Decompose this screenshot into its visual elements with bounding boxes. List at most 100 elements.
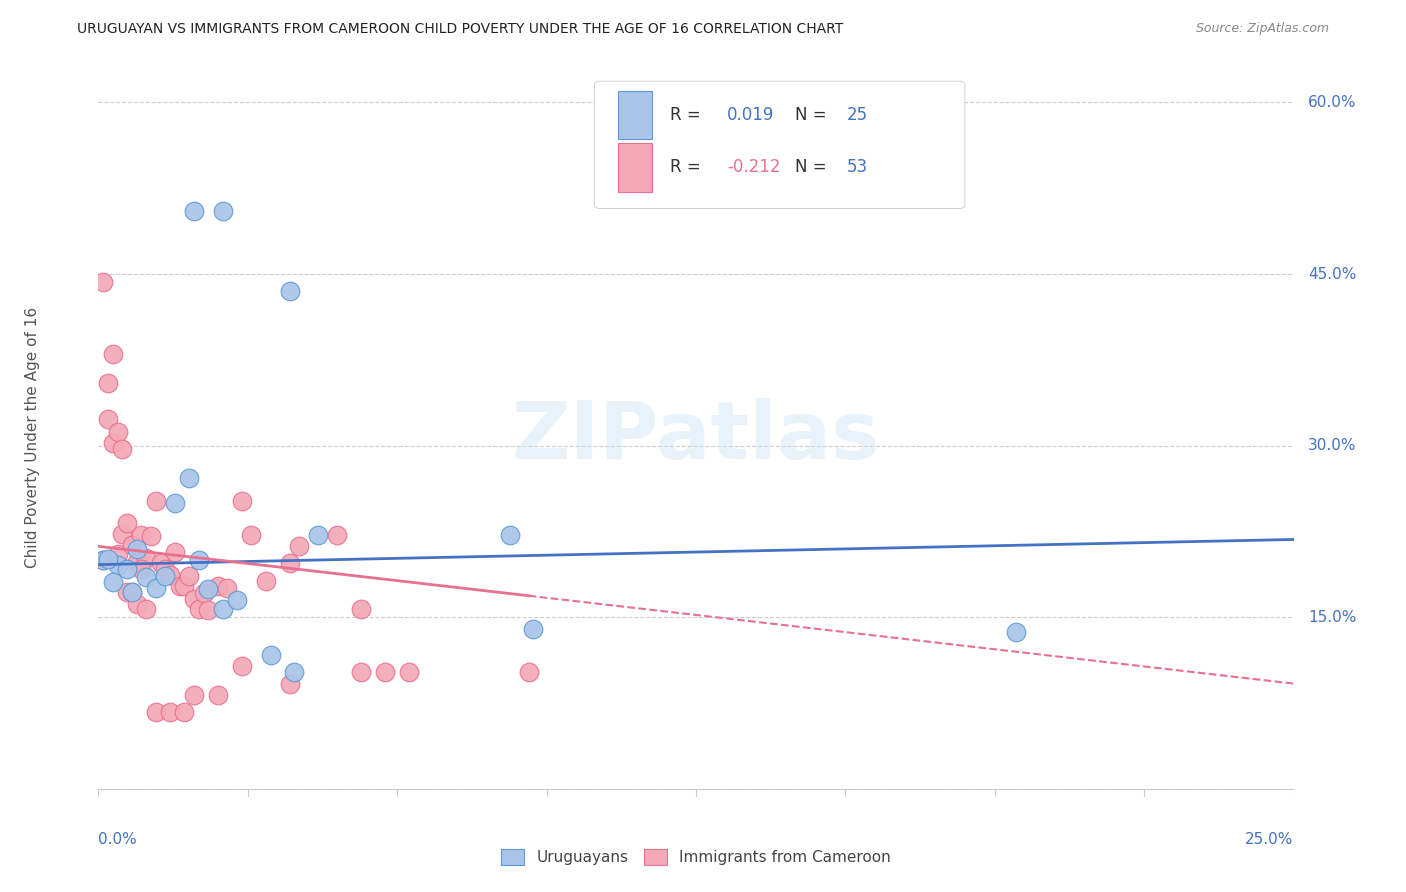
Point	[179, 569, 201, 583]
Point	[183, 591, 205, 606]
Point	[197, 582, 219, 596]
Point	[187, 553, 209, 567]
Point	[179, 471, 201, 485]
Point	[398, 665, 420, 680]
Point	[121, 585, 143, 599]
Point	[374, 665, 396, 680]
Point	[173, 579, 195, 593]
Text: N =: N =	[796, 106, 832, 124]
Point	[197, 603, 219, 617]
Text: R =: R =	[669, 159, 706, 177]
Point	[522, 622, 544, 636]
Point	[107, 558, 129, 572]
Point	[517, 665, 540, 680]
Point	[211, 204, 233, 219]
Point	[163, 496, 186, 510]
Point	[115, 585, 138, 599]
Point	[131, 528, 153, 542]
Point	[131, 562, 153, 576]
Text: -0.212: -0.212	[727, 159, 780, 177]
Point	[111, 442, 134, 456]
Point	[183, 688, 205, 702]
Point	[288, 539, 311, 553]
Point	[101, 347, 124, 361]
Text: R =: R =	[669, 106, 706, 124]
Text: Source: ZipAtlas.com: Source: ZipAtlas.com	[1195, 22, 1329, 36]
Point	[139, 529, 162, 543]
Text: ZIPatlas: ZIPatlas	[512, 398, 880, 476]
Point	[187, 602, 209, 616]
Point	[350, 602, 373, 616]
Point	[115, 516, 138, 531]
FancyBboxPatch shape	[595, 81, 965, 209]
Text: URUGUAYAN VS IMMIGRANTS FROM CAMEROON CHILD POVERTY UNDER THE AGE OF 16 CORRELAT: URUGUAYAN VS IMMIGRANTS FROM CAMEROON CH…	[77, 22, 844, 37]
Point	[135, 570, 157, 584]
Point	[107, 547, 129, 561]
Point	[217, 581, 239, 595]
Text: 25: 25	[846, 106, 868, 124]
Point	[207, 579, 229, 593]
Point	[193, 586, 215, 600]
Text: 15.0%: 15.0%	[1308, 610, 1357, 624]
Point	[226, 593, 249, 607]
Point	[169, 579, 191, 593]
Legend: Uruguayans, Immigrants from Cameroon: Uruguayans, Immigrants from Cameroon	[495, 843, 897, 871]
Point	[135, 602, 157, 616]
Point	[91, 275, 114, 289]
Text: 30.0%: 30.0%	[1308, 438, 1357, 453]
Point	[91, 553, 114, 567]
Point	[145, 705, 167, 719]
Point	[97, 412, 120, 426]
Point	[107, 425, 129, 439]
Point	[125, 597, 148, 611]
Point	[145, 581, 167, 595]
Point	[326, 528, 349, 542]
Bar	[619, 143, 652, 192]
Point	[259, 648, 281, 662]
Point	[183, 204, 205, 219]
Text: 60.0%: 60.0%	[1308, 95, 1357, 110]
Text: Child Poverty Under the Age of 16: Child Poverty Under the Age of 16	[25, 307, 41, 567]
Point	[121, 538, 143, 552]
Point	[231, 659, 253, 673]
Point	[155, 569, 177, 583]
Point	[1005, 625, 1028, 640]
Point	[97, 552, 120, 566]
Point	[149, 557, 172, 571]
Point	[173, 705, 195, 719]
Text: 53: 53	[846, 159, 868, 177]
Point	[101, 574, 124, 589]
Point	[155, 562, 177, 576]
Point	[278, 676, 301, 690]
Point	[125, 555, 148, 569]
Point	[111, 526, 134, 541]
Point	[498, 528, 520, 542]
Point	[121, 585, 143, 599]
Point	[159, 705, 181, 719]
Text: 0.0%: 0.0%	[98, 832, 138, 847]
Text: 0.019: 0.019	[727, 106, 775, 124]
Point	[159, 568, 181, 582]
Point	[278, 557, 301, 571]
Point	[211, 602, 233, 616]
Text: 45.0%: 45.0%	[1308, 267, 1357, 282]
Point	[207, 688, 229, 702]
Point	[307, 528, 329, 542]
Point	[97, 376, 120, 390]
Bar	[619, 91, 652, 139]
Point	[240, 528, 263, 542]
Point	[278, 284, 301, 298]
Point	[350, 665, 373, 680]
Text: 25.0%: 25.0%	[1246, 832, 1294, 847]
Point	[125, 541, 148, 556]
Point	[101, 436, 124, 450]
Text: N =: N =	[796, 159, 832, 177]
Point	[231, 493, 253, 508]
Point	[135, 550, 157, 565]
Point	[91, 553, 114, 567]
Point	[283, 665, 305, 680]
Point	[115, 562, 138, 576]
Point	[163, 545, 186, 559]
Point	[254, 574, 277, 588]
Point	[145, 493, 167, 508]
